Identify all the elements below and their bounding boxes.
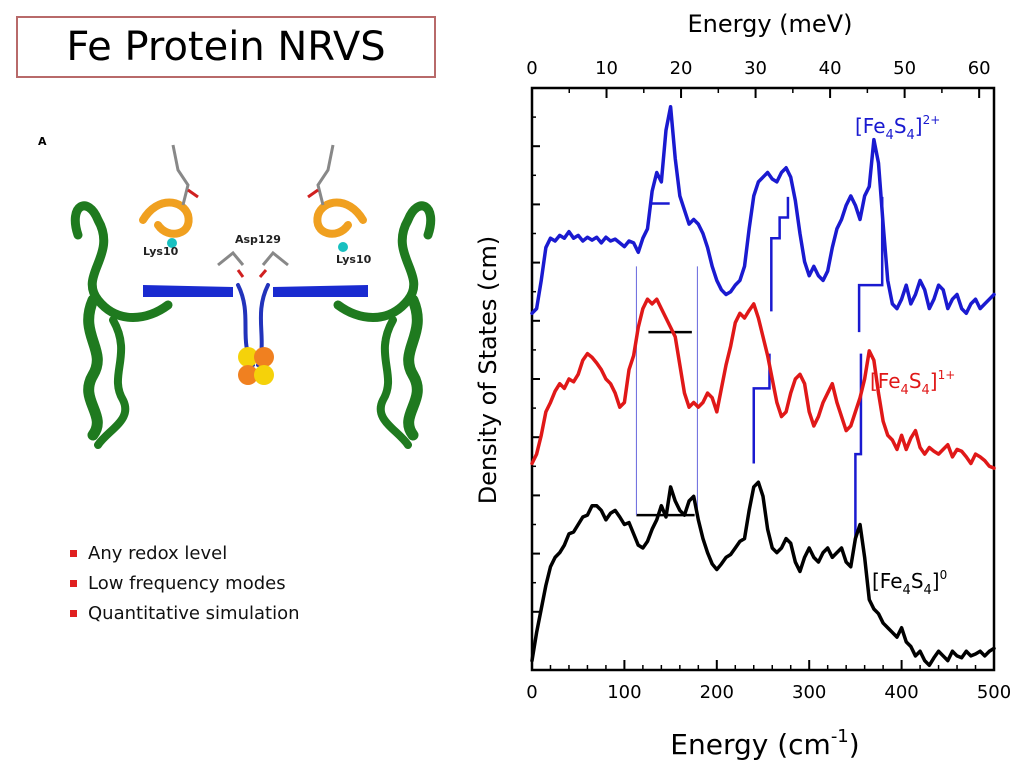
x-tick-label-top: 10 — [595, 58, 618, 79]
bullet-marker — [70, 549, 77, 557]
step-mark — [857, 196, 884, 333]
label-lys10-right: Lys10 — [336, 253, 372, 266]
x-tick-label-top: 0 — [526, 58, 537, 79]
bullet-item: Low frequency modes — [70, 568, 300, 598]
x-axis-top-ticks: 0 10 20 30 40 50 60 — [526, 58, 991, 98]
series-line-2 — [530, 480, 996, 668]
x-axis-top-label: Energy (meV) — [688, 10, 853, 38]
series-line-0 — [530, 105, 996, 316]
step-mark — [770, 196, 790, 312]
x-axis-bottom-ticks: 0 100 200 300 400 500 — [526, 660, 1011, 703]
bullet-item: Quantitative simulation — [70, 598, 300, 628]
x-tick-label-bottom: 300 — [792, 682, 826, 703]
label-asp129: Asp129 — [235, 233, 281, 246]
legend-label-0: [Fe4S4]0 — [872, 568, 947, 598]
x-tick-label-top: 60 — [968, 58, 991, 79]
slide-title: Fe Protein NRVS — [66, 24, 386, 70]
x-tick-label-bottom: 100 — [607, 682, 641, 703]
series-line-1 — [530, 297, 996, 470]
bullet-item: Any redox level — [70, 538, 300, 568]
x-tick-label-bottom: 0 — [526, 682, 537, 703]
x-tick-label-top: 40 — [819, 58, 842, 79]
x-tick-label-bottom: 400 — [884, 682, 918, 703]
y-axis-label: Density of States (cm) — [474, 236, 502, 505]
protein-structure-figure: A Lys10 Asp129 Lys10 — [38, 135, 436, 449]
legend-label-1plus: [Fe4S4]1+ — [870, 368, 955, 398]
x-tick-label-top: 20 — [670, 58, 693, 79]
title-box: Fe Protein NRVS — [16, 16, 436, 78]
legend-label-2plus: [Fe4S4]2+ — [855, 113, 940, 143]
step-mark — [752, 353, 771, 464]
x-tick-label-top: 30 — [744, 58, 767, 79]
bullet-list: Any redox level Low frequency modes Quan… — [70, 538, 300, 628]
step-mark — [854, 353, 863, 539]
bullet-text: Low frequency modes — [88, 572, 286, 594]
bullet-text: Quantitative simulation — [88, 602, 300, 624]
x-tick-label-top: 50 — [893, 58, 916, 79]
bullet-text: Any redox level — [88, 542, 228, 564]
series-lines — [530, 105, 996, 668]
bullet-marker — [70, 609, 77, 617]
panel-label: A — [38, 135, 47, 148]
x-tick-label-bottom: 200 — [700, 682, 734, 703]
y-axis-ticks — [532, 116, 540, 613]
x-axis-bottom-label: Energy (cm-1) — [670, 726, 859, 761]
label-lys10-left: Lys10 — [143, 245, 179, 258]
nrvs-chart: Energy (meV) 0 10 20 30 40 50 60 0 100 200 300 400… — [474, 10, 1011, 761]
bullet-marker — [70, 579, 77, 587]
x-tick-label-bottom: 500 — [977, 682, 1011, 703]
